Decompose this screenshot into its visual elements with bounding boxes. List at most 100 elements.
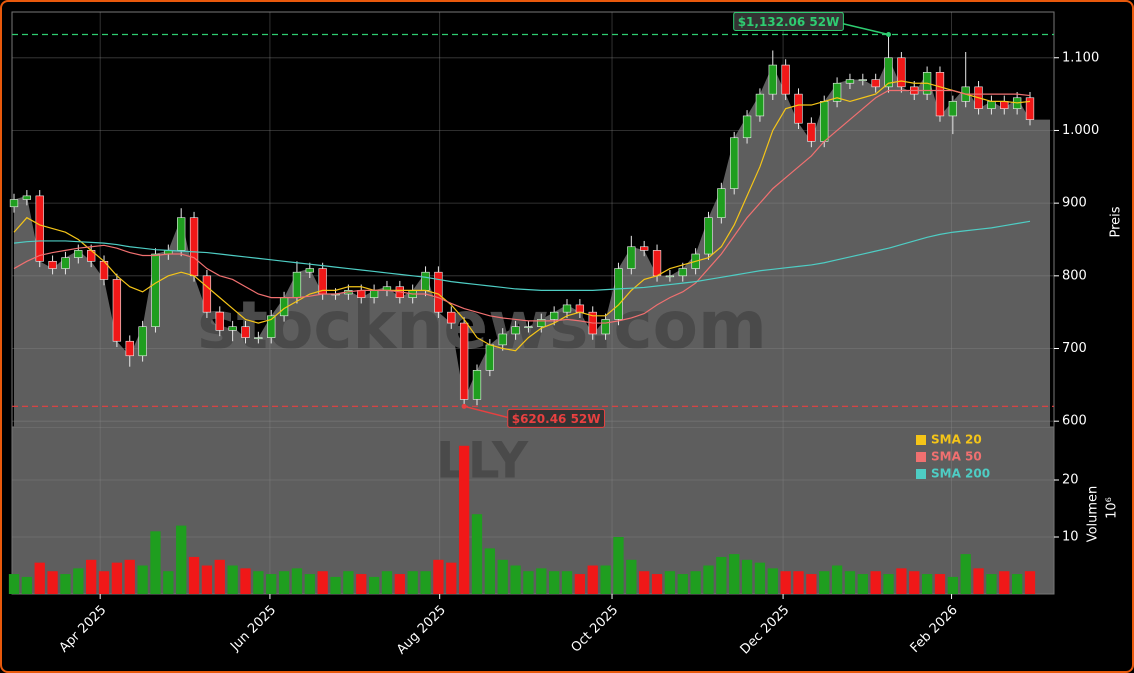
candle-body [151, 253, 160, 328]
volume-bar [690, 571, 701, 594]
candle-body [177, 217, 186, 251]
candle-body [640, 246, 649, 251]
volume-bar [497, 559, 508, 594]
candle-body [845, 79, 855, 84]
volume-bar [703, 565, 714, 594]
volume-bar [986, 574, 997, 594]
y-tick-label: 800 [1062, 268, 1087, 283]
candle-body [292, 271, 302, 298]
candle-body [138, 326, 147, 357]
candle-body [35, 195, 44, 262]
volume-bar [201, 565, 213, 594]
y-axis-exponent: 10⁶ [1105, 497, 1120, 519]
candle-body [228, 326, 237, 331]
volume-bar [536, 568, 547, 594]
candle-body [562, 304, 572, 313]
volume-bar [433, 559, 444, 594]
legend-label: SMA 20 [931, 433, 982, 447]
candle-body [369, 290, 379, 298]
candle-body [614, 268, 623, 320]
annotation-arrow [463, 405, 512, 420]
legend-swatch [916, 452, 926, 462]
candle-body [357, 290, 366, 298]
volume-bar [664, 571, 676, 594]
candle-body [537, 319, 546, 328]
volume-bar [729, 554, 740, 594]
volume-bar [909, 571, 920, 594]
volume-bar [819, 571, 830, 594]
volume-bar [549, 571, 560, 594]
volume-bar [921, 574, 933, 594]
volume-bar [47, 571, 58, 594]
volume-bar [8, 574, 20, 594]
candle-body [485, 344, 495, 371]
volume-bar [368, 576, 380, 594]
annotation-box [733, 11, 844, 31]
volume-bar [587, 565, 598, 594]
volume-bar [639, 571, 650, 594]
volume-bar [458, 445, 470, 594]
volume-bar [60, 574, 71, 594]
volume-bar [651, 574, 663, 594]
volume-bar [266, 574, 277, 594]
candle-body [189, 217, 199, 277]
candle-body [9, 199, 19, 208]
candle-body [524, 326, 533, 329]
volume-bar [291, 568, 303, 594]
volume-bar [626, 559, 637, 594]
y-tick-label: 20 [1062, 473, 1079, 488]
y-tick-label: 1.000 [1062, 123, 1099, 138]
volume-bar [947, 576, 958, 594]
volume-bar [793, 571, 804, 594]
candle-body [459, 322, 469, 400]
volume-bar [767, 568, 778, 594]
candle-body [704, 217, 713, 255]
candle-body [601, 319, 610, 335]
candle-body [807, 122, 816, 142]
y-tick-label: 600 [1062, 414, 1087, 429]
volume-bar [870, 571, 881, 594]
legend-swatch [916, 469, 926, 479]
candle-body [768, 64, 777, 95]
volume-bar [883, 574, 894, 594]
volume-bar [420, 571, 431, 594]
candle-body [511, 326, 520, 335]
volume-bar [973, 568, 984, 594]
volume-bar [523, 571, 534, 594]
volume-bar [381, 571, 393, 594]
candle-body [447, 311, 456, 324]
candle-body [267, 315, 276, 338]
volume-bar [934, 574, 946, 594]
candle-body [935, 72, 945, 117]
sma-line [13, 89, 1031, 324]
annotation-text: $620.46 52W [512, 412, 601, 426]
volume-bar [677, 574, 688, 594]
volume-bar [124, 559, 135, 594]
candle-body [74, 250, 83, 258]
candle-body [421, 271, 430, 291]
x-tick-label: Feb 2026 [908, 603, 961, 656]
volume-bar [356, 574, 367, 594]
volume-bar [1011, 574, 1023, 594]
annotation-label: $620.46 52W [507, 408, 606, 428]
volume-bar [98, 571, 110, 594]
volume-bar [960, 554, 971, 594]
volume-bar [317, 571, 328, 594]
volume-bar [741, 559, 753, 594]
volume-bar [754, 562, 766, 594]
volume-bar [831, 565, 843, 594]
volume-bar [780, 571, 791, 594]
y-tick-label: 900 [1062, 196, 1087, 211]
volume-bar [137, 565, 148, 594]
candle-body [665, 275, 675, 278]
candle-body [575, 304, 585, 313]
annotation-arrow-head [461, 403, 467, 409]
sma-line [13, 80, 1031, 352]
candle-body [112, 279, 122, 342]
watermark: stocknews.com [197, 287, 767, 364]
sma-line [13, 220, 1031, 291]
volume-bar [73, 568, 84, 594]
candle-body [678, 268, 687, 277]
